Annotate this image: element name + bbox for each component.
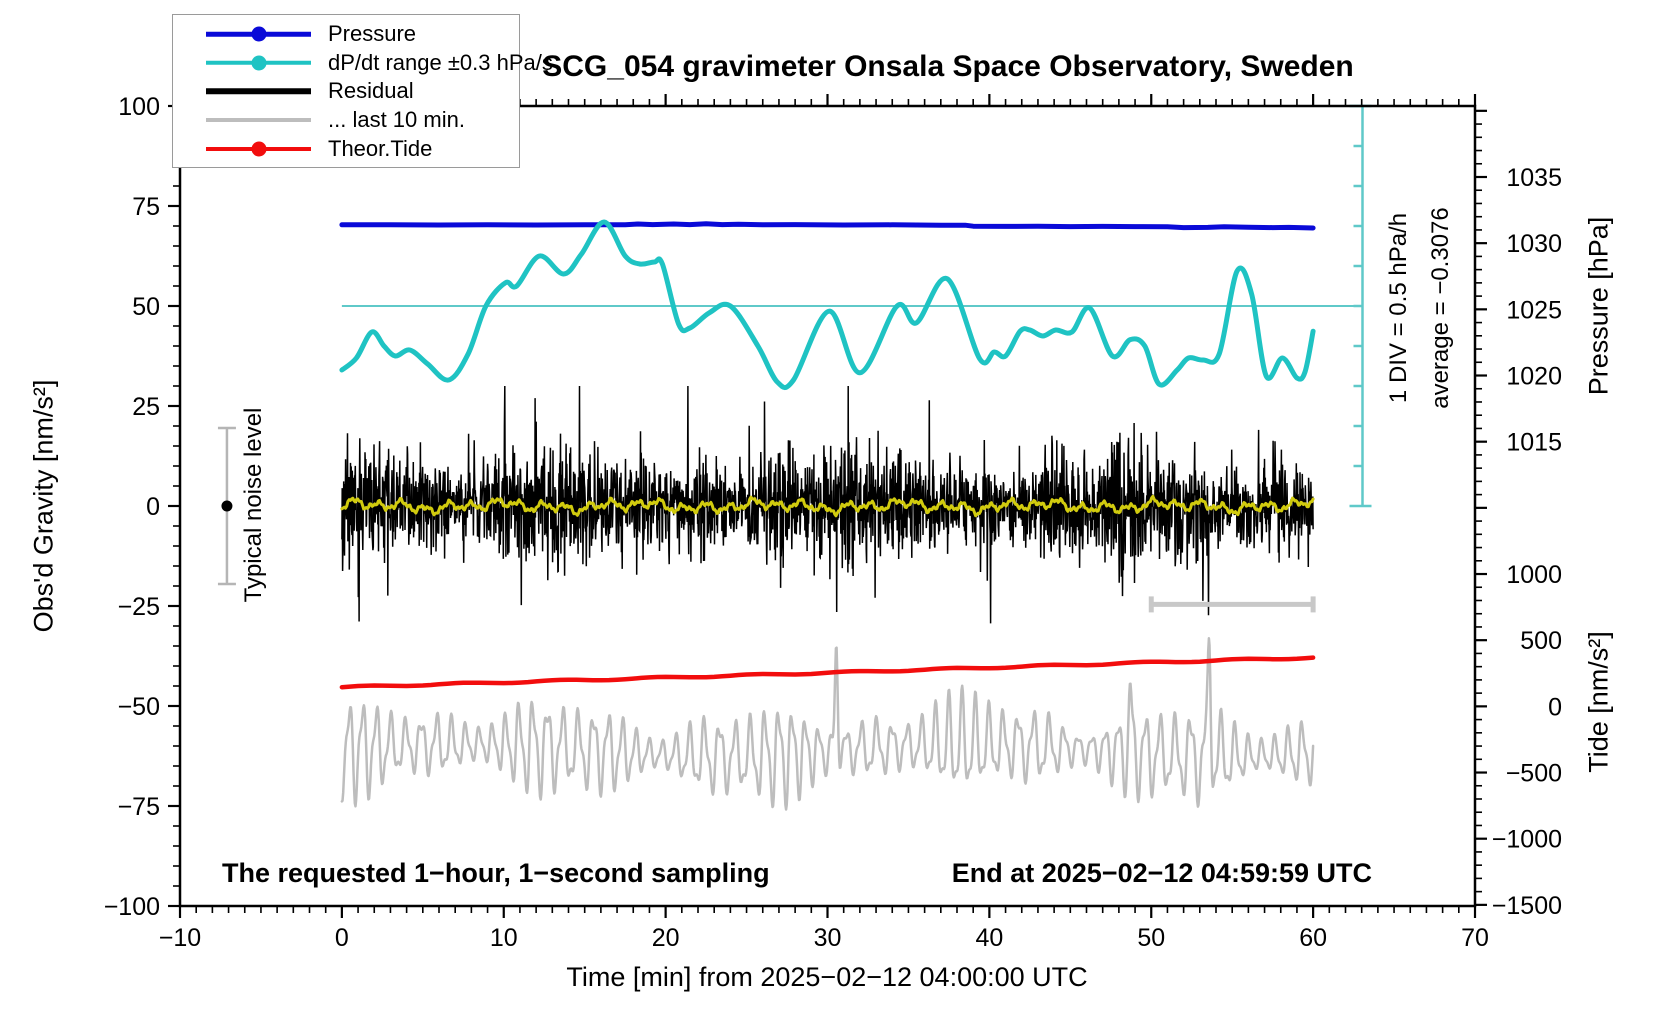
legend-label: dP/dt range ±0.3 hPa/s: [328, 49, 553, 75]
circle-marker-icon: [251, 55, 266, 71]
legend-item-residual: Residual: [173, 77, 519, 106]
pressure-tick-label: 1015: [1506, 429, 1562, 457]
right-axis-tick-labels: 1035 1030 1025 1020 1015 1000 500 0 −500 −1000 −15…: [1492, 164, 1562, 920]
circle-marker-icon: [251, 141, 266, 157]
y-tick-label: −100: [104, 893, 160, 921]
noise-level-label: Typical noise level: [240, 407, 267, 603]
x-tick-label: 50: [1137, 924, 1165, 952]
legend-sample: [206, 20, 311, 49]
pressure-axis-title: Pressure [hPa]: [1583, 216, 1614, 396]
y-tick-label: 75: [132, 193, 160, 221]
y-axis-tick-labels: 100 75 50 25 0 −25 −50 −75 −100: [104, 93, 160, 921]
end-time-annotation: End at 2025−02−12 04:59:59 UTC: [951, 858, 1372, 888]
legend-label: Theor.Tide: [328, 135, 433, 161]
legend-item-theor-tide: Theor.Tide: [173, 134, 519, 163]
y-tick-label: −75: [118, 793, 160, 821]
legend-label: Pressure: [328, 21, 417, 47]
x-tick-label: −10: [159, 924, 201, 952]
x-tick-label: 20: [652, 924, 680, 952]
line-sample-icon: [206, 118, 311, 123]
y-tick-label: −50: [118, 693, 160, 721]
legend-item-pressure: Pressure: [173, 20, 519, 49]
y-tick-label: 100: [118, 93, 160, 121]
line-sample-icon: [206, 88, 311, 95]
legend: Pressure dP/dt range ±0.3 hPa/s Residual…: [172, 14, 553, 168]
legend-sample: [206, 134, 311, 163]
tide-tick-label: 500: [1520, 627, 1562, 655]
tide-tick-label: −500: [1506, 760, 1562, 788]
tide-tick-label: 1000: [1506, 561, 1562, 589]
right-axis-ticks: [1475, 109, 1487, 906]
x-tick-label: 40: [975, 924, 1003, 952]
y-axis-title: Obs'd Gravity [nm/s²]: [28, 379, 59, 633]
tide-tick-label: 0: [1548, 693, 1562, 721]
page-title: SCG_054 gravimeter Onsala Space Observat…: [542, 50, 1354, 83]
circle-marker-icon: [251, 26, 266, 42]
noise-errorbar: [217, 426, 236, 586]
last10-window-bar: [1148, 596, 1316, 613]
legend-label: Residual: [328, 78, 414, 104]
y-tick-label: −25: [118, 593, 160, 621]
x-tick-label: 30: [814, 924, 842, 952]
legend-sample: [206, 106, 311, 135]
legend-sample: [206, 49, 311, 78]
x-axis-title: Time [min] from 2025−02−12 04:00:00 UTC: [566, 962, 1088, 992]
y-tick-label: 50: [132, 293, 160, 321]
tide-tick-label: −1500: [1492, 892, 1562, 920]
tide-axis-title: Tide [nm/s²]: [1583, 631, 1614, 773]
tide-tick-label: −1000: [1492, 826, 1562, 854]
legend-item-dpdt: dP/dt range ±0.3 hPa/s: [173, 49, 553, 78]
pressure-tick-label: 1025: [1506, 296, 1562, 324]
legend-label: ... last 10 min.: [328, 107, 465, 133]
scalebar-average-label: average = −0.3076: [1427, 207, 1454, 409]
x-axis-ticks: [178, 94, 1477, 918]
legend-sample: [206, 77, 311, 106]
series-theor-tide: [339, 655, 1316, 690]
series-residual-mean: [340, 494, 1315, 518]
y-axis-ticks: [168, 104, 180, 908]
dpdt-scalebar: [1349, 104, 1372, 508]
series-last10: [340, 637, 1315, 811]
scalebar-div-label: 1 DIV = 0.5 hPa/h: [1385, 212, 1412, 404]
series-dpdt-range: [339, 219, 1316, 391]
x-tick-label: 0: [335, 924, 349, 952]
x-tick-label: 70: [1461, 924, 1489, 952]
pressure-tick-label: 1020: [1506, 363, 1562, 391]
sampling-annotation: The requested 1−hour, 1−second sampling: [222, 858, 770, 888]
pressure-tick-label: 1030: [1506, 230, 1562, 258]
y-tick-label: 25: [132, 393, 160, 421]
x-tick-label: 60: [1299, 924, 1327, 952]
pressure-tick-label: 1035: [1506, 164, 1562, 192]
series-pressure: [339, 221, 1316, 231]
x-tick-label: 10: [490, 924, 518, 952]
legend-item-last10: ... last 10 min.: [173, 106, 519, 135]
x-axis-tick-labels: −10 0 10 20 30 40 50 60 70: [159, 924, 1489, 952]
y-tick-label: 0: [146, 493, 160, 521]
